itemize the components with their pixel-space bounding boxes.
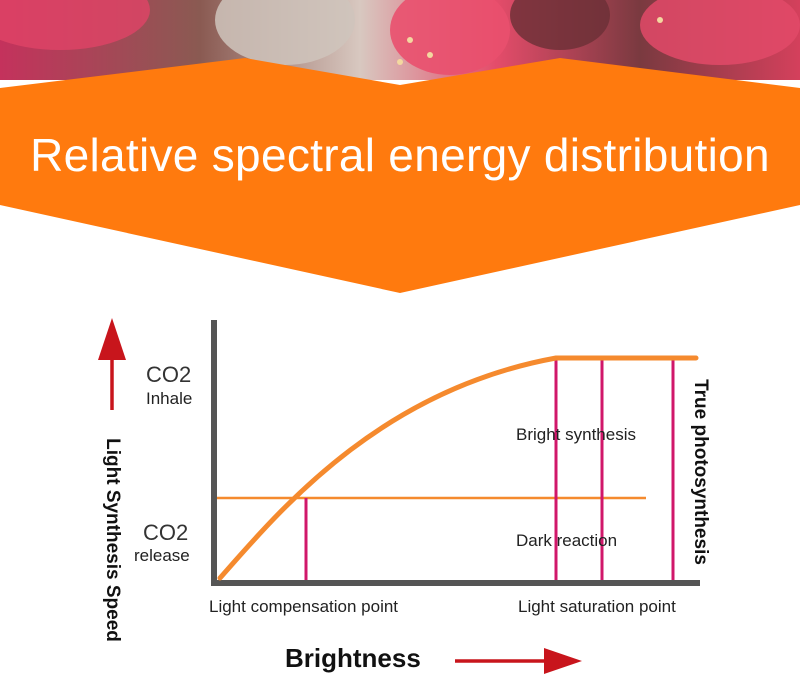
y-axis [211,320,217,585]
banner-title: Relative spectral energy distribution [30,129,770,181]
photosynthesis-curve [217,355,699,581]
orange-chevron-banner [0,58,800,293]
region-lower-label: Dark reaction [516,531,618,550]
banner-graphic [0,0,800,293]
co2-bottom-word: release [134,546,190,565]
true-photosynthesis-label: True photosynthesis [690,379,711,565]
co2-top-formula: CO2 [146,362,192,387]
y-axis-up-arrow [98,318,126,410]
tick-label-compensation: Light compensation point [209,597,399,616]
x-axis-label: Brightness [285,643,421,673]
banner-photo [0,0,800,80]
x-axis-right-arrow [455,648,582,674]
tick-label-saturation: Light saturation point [518,597,676,616]
region-upper-label: Bright synthesis [516,425,636,444]
co2-top-word: Inhale [146,389,193,408]
y-axis-label: Light Synthesis Speed [102,438,123,642]
x-axis [211,580,700,586]
co2-bottom-formula: CO2 [143,520,189,545]
